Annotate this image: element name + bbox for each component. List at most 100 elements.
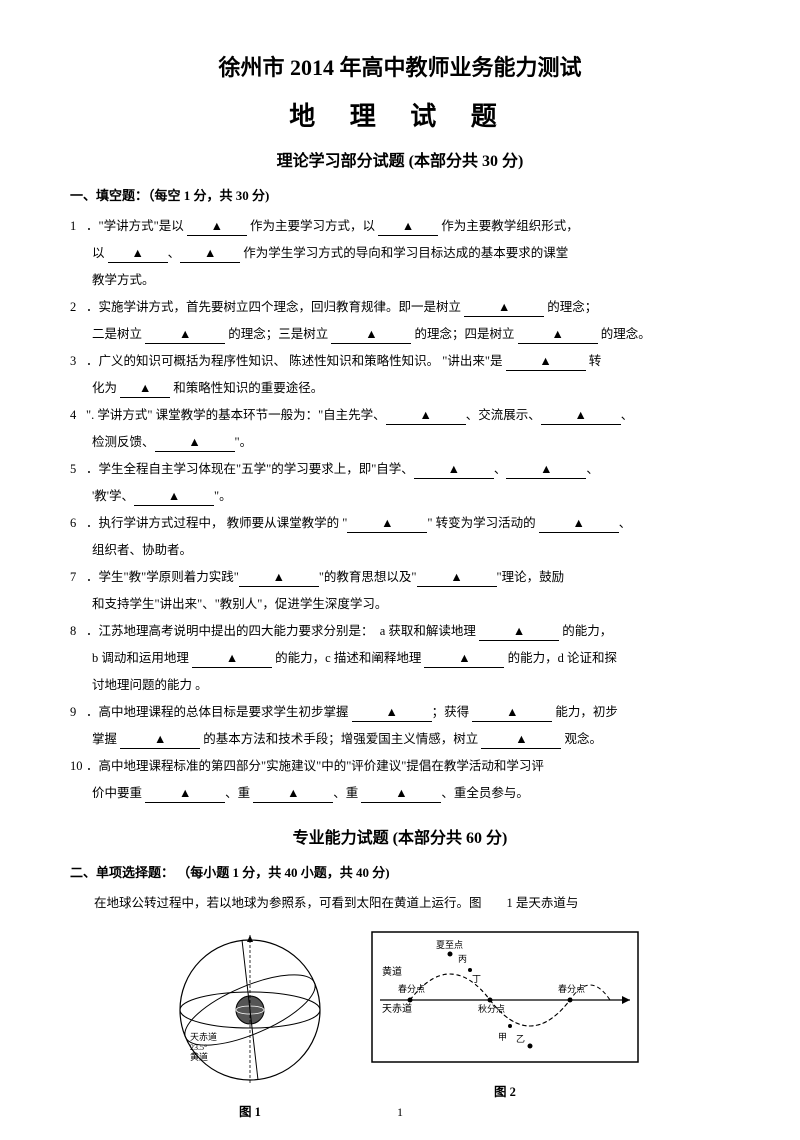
question-text: 能力，初步	[552, 705, 618, 719]
question-text: 的能力，	[559, 624, 612, 638]
subject-title: 地 理 试 题	[70, 96, 730, 133]
figure-2-box: 黄道 天赤道 春分点 秋分点 春分点 夏至点 丙 丁 甲 乙 图 2	[370, 930, 640, 1120]
question-text: 、	[168, 246, 181, 260]
part1-header: 一、填空题：（每空 1 分，共 30 分)	[70, 185, 730, 204]
question-text: ．学生"教"学原则着力实践"	[86, 570, 239, 584]
fig1-equator-label: 天赤道	[190, 1031, 217, 1042]
question-text: ．高中地理课程的总体目标是要求学生初步掌握	[86, 705, 352, 719]
fill-blank: ▲	[541, 410, 621, 425]
fill-blank: ▲	[134, 491, 214, 506]
fill-blank: ▲	[120, 383, 170, 398]
figures-row: 天赤道 黄道 23.5° 图 1	[70, 930, 730, 1120]
fill-blank: ▲	[539, 518, 619, 533]
question-number: 7	[70, 565, 86, 590]
question-line: b 调动和运用地理 ▲ 的能力，c 描述和阐释地理 ▲ 的能力，d 论证和探	[70, 646, 730, 671]
question-text: 作为主要学习方式，以	[247, 219, 378, 233]
section1-header: 理论学习部分试题 (本部分共 30 分)	[70, 147, 730, 171]
fill-blank: ▲	[464, 302, 544, 317]
fill-blank: ▲	[120, 734, 200, 749]
question-text: "理论，鼓励	[497, 570, 565, 584]
question-line: 检测反馈、▲"。	[70, 430, 730, 455]
question-number: 1	[70, 214, 86, 239]
question-text: ；获得	[432, 705, 473, 719]
fill-blank: ▲	[472, 707, 552, 722]
question-number: 8	[70, 619, 86, 644]
question-line: 和支持学生"讲出来"、"教别人"，促进学生深度学习。	[70, 592, 730, 617]
question-text: "。	[214, 489, 232, 503]
question-text: 价中要重	[92, 786, 145, 800]
question-text: 、重	[333, 786, 361, 800]
question-text: ". 学讲方式" 课堂教学的基本环节一般为："自主先学、	[86, 408, 386, 422]
question-line: 7．学生"教"学原则着力实践"▲"的教育思想以及"▲"理论，鼓励	[70, 565, 730, 590]
question-line: 6．执行学讲方式过程中， 教师要从课堂教学的 "▲" 转变为学习活动的 ▲、	[70, 511, 730, 536]
question-text: 和策略性知识的重要途径。	[170, 381, 323, 395]
question-line: '教'学、▲"。	[70, 484, 730, 509]
fill-blank: ▲	[187, 221, 247, 236]
fig2-spring2-label: 春分点	[558, 983, 585, 994]
question-text: 、重	[225, 786, 253, 800]
question-line: 2．实施学讲方式，首先要树立四个理念，回归教育规律。即一是树立 ▲ 的理念；	[70, 295, 730, 320]
fig2-bing-label: 丙	[458, 954, 467, 964]
fig2-yi-label: 乙	[516, 1034, 525, 1044]
fill-blank: ▲	[518, 329, 598, 344]
fill-blank: ▲	[145, 788, 225, 803]
part2-header: 二、单项选择题： （每小题 1 分，共 40 小题，共 40 分)	[70, 862, 730, 881]
question-line: 化为 ▲ 和策略性知识的重要途径。	[70, 376, 730, 401]
question-text: 作为学生学习方式的导向和学习目标达成的基本要求的课堂	[240, 246, 568, 260]
question-line: 教学方式。	[70, 268, 730, 293]
question-number: 6	[70, 511, 86, 536]
fill-blank: ▲	[347, 518, 427, 533]
fill-blank: ▲	[155, 437, 235, 452]
question-text: 的能力，d 论证和探	[504, 651, 617, 665]
question-text: 教学方式。	[92, 273, 155, 287]
figure-1: 天赤道 黄道 23.5°	[160, 930, 340, 1095]
question-text: "的教育思想以及"	[319, 570, 417, 584]
questions-container: 1．"学讲方式"是以 ▲ 作为主要学习方式，以 ▲ 作为主要教学组织形式，以 ▲…	[70, 214, 730, 806]
question-text: 的理念；	[544, 300, 597, 314]
fig2-spring-label: 春分点	[398, 983, 425, 994]
figure-2: 黄道 天赤道 春分点 秋分点 春分点 夏至点 丙 丁 甲 乙	[370, 930, 640, 1075]
question-text: 二是树立	[92, 327, 145, 341]
question-text: 和支持学生"讲出来"、"教别人"，促进学生深度学习。	[92, 597, 387, 611]
question-text: 的理念；三是树立	[225, 327, 331, 341]
fig2-jia-label: 甲	[498, 1032, 507, 1042]
mcq-intro: 在地球公转过程中，若以地球为参照系，可看到太阳在黄道上运行。图 1 是天赤道与	[70, 891, 730, 916]
question-text: ．实施学讲方式，首先要树立四个理念，回归教育规律。即一是树立	[86, 300, 464, 314]
question-text: ．"学讲方式"是以	[86, 219, 187, 233]
fig1-ecliptic-label: 黄道	[190, 1051, 208, 1062]
question-text: 、	[586, 462, 599, 476]
question-text: 的理念；四是树立	[411, 327, 517, 341]
question-line: 以 ▲、▲ 作为学生学习方式的导向和学习目标达成的基本要求的课堂	[70, 241, 730, 266]
fill-blank: ▲	[506, 356, 586, 371]
question-line: 4". 学讲方式" 课堂教学的基本环节一般为："自主先学、▲、交流展示、▲、	[70, 403, 730, 428]
question-text: 讨地理问题的能力 。	[92, 678, 208, 692]
question-line: 组织者、协助者。	[70, 538, 730, 563]
figure-2-caption: 图 2	[370, 1081, 640, 1100]
question-line: 掌握 ▲ 的基本方法和技术手段；增强爱国主义情感，树立 ▲ 观念。	[70, 727, 730, 752]
fig2-autumn-label: 秋分点	[478, 1003, 505, 1014]
question-text: 组织者、协助者。	[92, 543, 192, 557]
fill-blank: ▲	[361, 788, 441, 803]
question-text: 检测反馈、	[92, 435, 155, 449]
fill-blank: ▲	[192, 653, 272, 668]
fig2-summer-label: 夏至点	[436, 940, 463, 950]
question-text: 、交流展示、	[466, 408, 541, 422]
question-line: 9．高中地理课程的总体目标是要求学生初步掌握 ▲；获得 ▲ 能力，初步	[70, 700, 730, 725]
question-text: 的理念。	[598, 327, 651, 341]
main-title: 徐州市 2014 年高中教师业务能力测试	[70, 50, 730, 82]
fill-blank: ▲	[481, 734, 561, 749]
question-line: 讨地理问题的能力 。	[70, 673, 730, 698]
figure-1-box: 天赤道 黄道 23.5° 图 1	[160, 930, 340, 1120]
question-text: '教'学、	[92, 489, 134, 503]
fill-blank: ▲	[424, 653, 504, 668]
fig1-angle-label: 23.5°	[190, 1043, 207, 1052]
question-number: 5	[70, 457, 86, 482]
question-line: 5．学生全程自主学习体现在"五学"的学习要求上，即"自学、▲、▲、	[70, 457, 730, 482]
question-text: 以	[92, 246, 108, 260]
question-text: 观念。	[561, 732, 602, 746]
question-text: 、重全员参与。	[441, 786, 529, 800]
fill-blank: ▲	[479, 626, 559, 641]
question-text: ．高中地理课程标准的第四部分"实施建议"中的"评价建议"提倡在教学活动和学习评	[86, 759, 544, 773]
question-line: 3．广义的知识可概括为程序性知识、 陈述性知识和策略性知识。 "讲出来"是 ▲ …	[70, 349, 730, 374]
question-line: 1．"学讲方式"是以 ▲ 作为主要学习方式，以 ▲ 作为主要教学组织形式，	[70, 214, 730, 239]
